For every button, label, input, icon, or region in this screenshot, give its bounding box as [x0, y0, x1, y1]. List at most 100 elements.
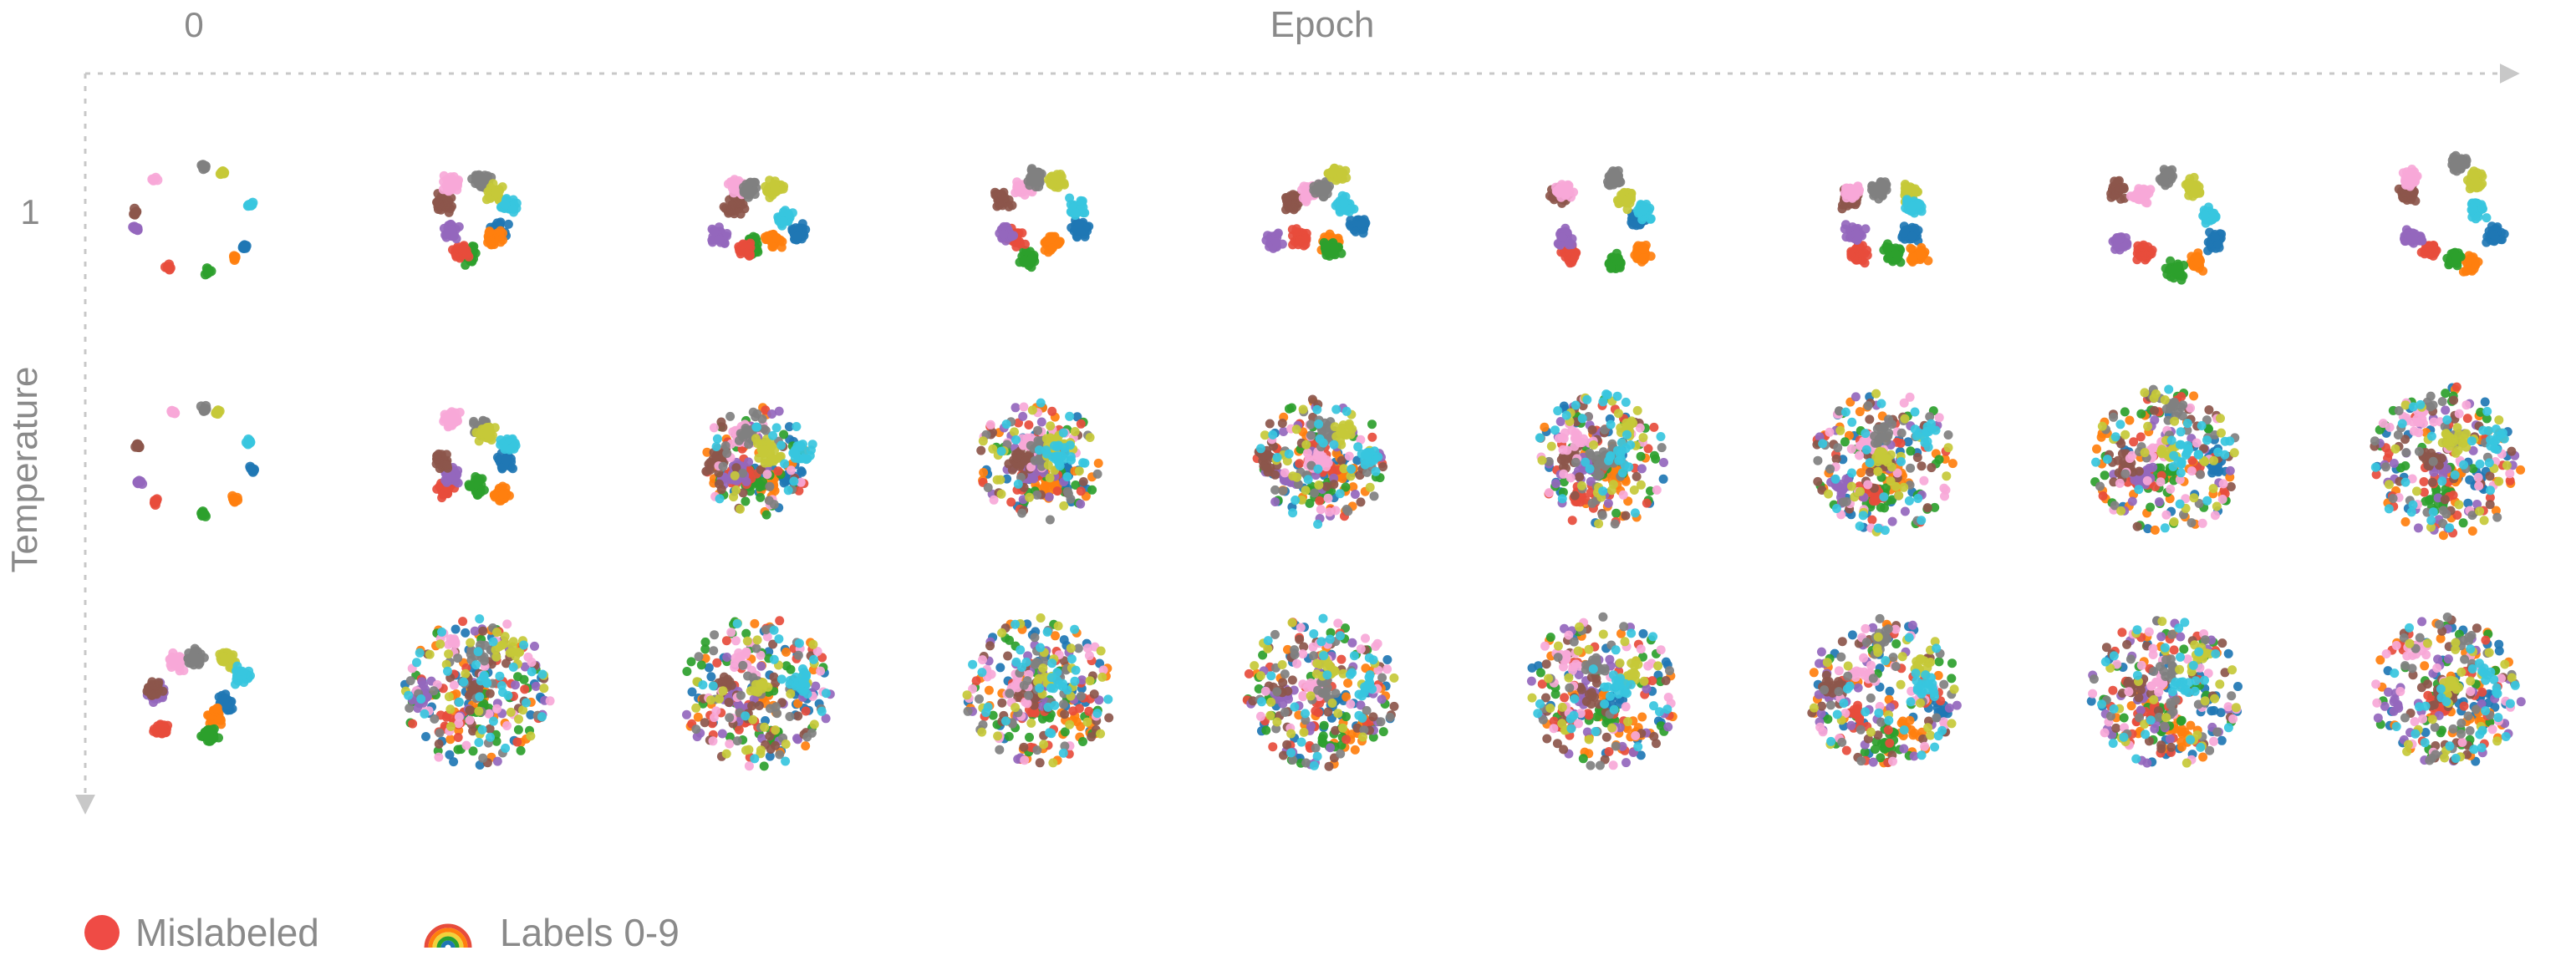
scatter-point [1622, 430, 1632, 440]
scatter-point [761, 510, 771, 520]
scatter-point [996, 489, 1006, 499]
scatter-panel [990, 164, 1094, 272]
scatter-point [1059, 501, 1069, 511]
scatter-point [1025, 492, 1035, 502]
scatter-point [1570, 491, 1580, 501]
scatter-point [1840, 407, 1851, 417]
scatter-point [1312, 404, 1322, 414]
scatter-point [443, 197, 453, 207]
scatter-point [771, 423, 781, 433]
scatter-point [1912, 453, 1922, 462]
scatter-point [783, 485, 793, 496]
scatter-point [134, 441, 145, 452]
scatter-point [2410, 229, 2420, 239]
scatter-point [1891, 481, 1901, 491]
scatter-point [1076, 486, 1086, 496]
scatter-point [1867, 515, 1877, 525]
scatter-point [1646, 214, 1656, 224]
scatter-point [1289, 203, 1299, 213]
scatter-panel [432, 170, 522, 270]
scatter-point [1344, 451, 1354, 461]
scatter-point [2166, 272, 2176, 282]
scatter-point [1576, 480, 1586, 491]
scatter-point [1846, 481, 1856, 491]
scatter-point [1621, 511, 1631, 521]
scatter-point [1078, 477, 1088, 486]
scatter-point [2462, 266, 2472, 275]
scatter-point [1913, 226, 1923, 236]
scatter-point [1350, 490, 1360, 499]
scatter-point [1943, 443, 1953, 453]
scatter-point [1291, 224, 1301, 234]
scatter-point [1558, 232, 1567, 242]
scatter-point [727, 201, 736, 211]
scatter-point [1270, 485, 1280, 495]
scatter-point [1301, 440, 1311, 450]
scatter-point [1861, 445, 1871, 455]
scatter-point [1288, 471, 1298, 481]
scatter-point [1934, 413, 1944, 423]
scatter-point [768, 242, 778, 252]
scatter-point [1884, 414, 1893, 424]
scatter-point [1307, 394, 1317, 404]
scatter-point [1347, 203, 1357, 213]
scatter-point [1313, 519, 1323, 529]
scatter-point [1011, 403, 1021, 413]
scatter-point [1652, 485, 1662, 495]
scatter-point [722, 449, 732, 458]
scatter-point [1830, 474, 1840, 484]
scatter-point [2159, 175, 2169, 186]
scatter-point [1862, 251, 1872, 260]
scatter-point [1621, 397, 1631, 407]
scatter-point [762, 470, 772, 480]
scatter-point [1833, 443, 1843, 453]
scatter-point [1029, 474, 1039, 484]
scatter-point [765, 481, 775, 491]
scatter-point [1074, 219, 1084, 229]
scatter-point [496, 226, 506, 236]
scatter-panel [1545, 165, 1656, 273]
scatter-point [1611, 508, 1621, 518]
scatter-point [1006, 497, 1016, 507]
scatter-point [132, 223, 143, 234]
scatter-point [484, 227, 494, 237]
scatter-point [1813, 476, 1823, 486]
scatter-point [1298, 404, 1308, 414]
scatter-point [1040, 245, 1050, 255]
scatter-point [1076, 196, 1086, 206]
scatter-point [1873, 466, 1883, 476]
scatter-point [1861, 429, 1871, 439]
scatter-point [1613, 174, 1623, 184]
scatter-point [1329, 440, 1339, 450]
scatter-point [1045, 515, 1055, 525]
scatter-point [1637, 464, 1647, 474]
scatter-point [797, 467, 807, 477]
scatter-point [1335, 489, 1345, 499]
scatter-point [1550, 425, 1560, 435]
scatter-point [1910, 407, 1920, 417]
scatter-point [1907, 201, 1917, 211]
scatter-point [497, 182, 507, 192]
scatter-point [1074, 466, 1084, 476]
scatter-point [1041, 434, 1051, 444]
scatter-point [714, 479, 724, 489]
scatter-point [2146, 249, 2156, 259]
scatter-point [1575, 472, 1585, 482]
scatter-point [776, 440, 787, 450]
scatter-panel [2106, 165, 2227, 285]
scatter-point [1045, 473, 1055, 483]
scatter-point [1585, 464, 1595, 474]
scatter-point [1314, 419, 1324, 429]
scatter-point [741, 496, 751, 506]
scatter-point [1598, 486, 1608, 496]
scatter-point [1894, 491, 1904, 501]
scatter-point [1871, 389, 1881, 399]
scatter-point [1880, 503, 1889, 513]
scatter-point [1863, 401, 1873, 411]
scatter-point [780, 459, 790, 469]
scatter-point [1316, 505, 1326, 515]
scatter-point [451, 408, 461, 418]
scatter-point [1288, 508, 1298, 518]
scatter-point [725, 411, 736, 421]
scatter-point [505, 445, 515, 455]
